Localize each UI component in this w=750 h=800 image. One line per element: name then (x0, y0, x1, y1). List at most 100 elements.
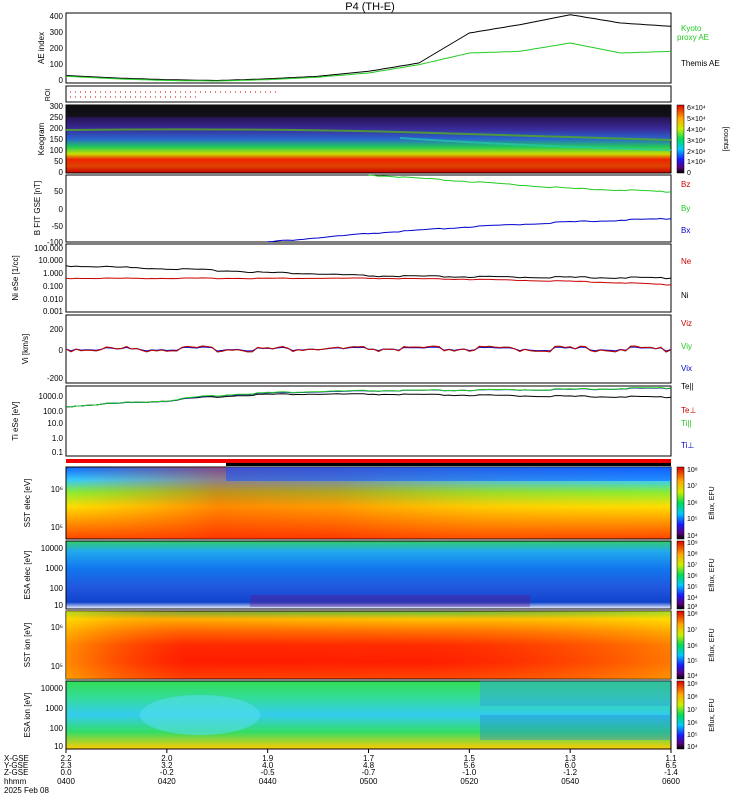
mode-bar-secondary (226, 463, 671, 466)
keogram-tick: 150 (50, 135, 64, 144)
ae-tick: 300 (50, 28, 64, 37)
row-label-zgse: Z-GSE (4, 768, 28, 777)
row-label-xgse: X-GSE (4, 754, 29, 763)
density-ni-line (65, 265, 672, 280)
sst-elec-cbar-tick: 10⁷ (687, 483, 698, 490)
ygse-value: 6.0 (565, 761, 577, 770)
esa-elec-cbar-tick: 10⁴ (687, 595, 698, 602)
esa-elec-cbar-tick: 10⁸ (687, 551, 698, 558)
xgse-value: 2.0 (161, 754, 173, 763)
sst-elec-colorbar (676, 466, 685, 540)
ae-tick: 100 (50, 60, 64, 69)
sst-ion-cbar-tick: 10⁷ (687, 627, 698, 634)
time-tick-label: 0420 (158, 777, 176, 786)
sst-elec-tick: 10⁵ (51, 523, 63, 532)
esa-ion-cbar-tick: 10⁵ (687, 732, 698, 739)
esa-ion-cbar-tick: 10⁹ (687, 681, 698, 688)
bfield-ylabel: B FIT GSE [nT] (33, 181, 42, 236)
esa-ion-cbar-tick: 10⁶ (687, 720, 698, 727)
sst-ion-cbar-tick: 10⁸ (687, 611, 698, 618)
esa-ion-panel: ESA ion [eV] 10000 1000 100 10 10⁹ 10⁸ 1… (23, 680, 716, 751)
temperature-panel: Ti eSe [eV] 1000.0 100.0 10.0 1.0 0.1 Te… (11, 382, 696, 457)
esa-elec-cbar-tick: 10⁶ (687, 573, 698, 580)
zgse-value: 0.0 (60, 768, 72, 777)
ae-legend-kyoto: Kyoto (681, 24, 702, 33)
density-legend-ni: Ni (681, 291, 689, 300)
esa-elec-panel: ESA elec [eV] 10000 1000 100 10 10⁹ 10⁸ … (23, 540, 716, 611)
time-tick-label: 0600 (662, 777, 680, 786)
density-tick: 10.000 (39, 256, 64, 265)
sst-elec-panel: SST elec [eV] 10⁶ 10⁵ 10⁸ 10⁷ 10⁶ 10⁵ 10… (23, 466, 716, 540)
esa-elec-colorbar (676, 540, 685, 610)
keogram-cbar-tick: 1×10⁴ (687, 159, 706, 166)
esa-elec-tick: 10000 (41, 544, 64, 553)
zgse-value: -0.7 (362, 768, 376, 777)
keogram-cbar-tick: 3×10⁴ (687, 138, 706, 145)
bfield-by-line (368, 174, 672, 193)
time-tick-label: 0440 (259, 777, 277, 786)
keogram-tick: 0 (59, 168, 64, 177)
zgse-value: -0.5 (261, 768, 275, 777)
sst-ion-cbar-label: Eflux, EFU (709, 628, 716, 661)
sst-ion-cbar-tick: 10⁴ (687, 673, 698, 680)
ygse-value: 5.6 (464, 761, 476, 770)
zgse-value: -1.4 (664, 768, 678, 777)
row-label-date: 2025 Feb 08 (4, 786, 49, 795)
xgse-value: 1.3 (565, 754, 577, 763)
time-tick-label: 0400 (57, 777, 75, 786)
velocity-tick: -200 (47, 374, 64, 383)
velocity-tick: 0 (59, 346, 64, 355)
density-tick: 100.000 (34, 244, 63, 253)
keogram-ylabel: Keogram (37, 122, 46, 155)
sst-ion-cbar-tick: 10⁵ (687, 658, 698, 665)
row-label-hhmm: hhmm (4, 777, 27, 786)
esa-ion-ylabel: ESA ion [eV] (23, 693, 32, 738)
sst-elec-tick: 10⁶ (51, 485, 63, 494)
bfield-legend-by: By (681, 204, 690, 213)
esa-ion-tick: 10 (54, 742, 63, 751)
esa-ion-tick: 1000 (45, 704, 63, 713)
ae-legend-themis: Themis AE (681, 59, 720, 68)
bfield-panel: B FIT GSE [nT] 50 0 -50 -100 Bz By Bx (33, 174, 690, 247)
sst-elec-ylabel: SST elec [eV] (23, 479, 32, 528)
esa-elec-cbar-tick: 10⁷ (687, 562, 698, 569)
esa-elec-cbar-label: Eflux, EFU (709, 558, 716, 591)
esa-ion-cbar-label: Eflux, EFU (709, 698, 716, 731)
ygse-value: 4.0 (262, 761, 274, 770)
density-legend-ne: Ne (681, 257, 692, 266)
temperature-tick: 10.0 (47, 419, 63, 428)
density-panel: Ni eSe [1/cc] 100.000 10.000 1.000 0.100… (11, 243, 692, 316)
esa-ion-cbar-tick: 10⁷ (687, 707, 698, 714)
keogram-cbar-tick: 6×10⁴ (687, 105, 706, 112)
sst-ion-colorbar (676, 610, 685, 680)
keogram-tick: 300 (50, 102, 64, 111)
velocity-ylabel: Vi [km/s] (21, 334, 30, 365)
zgse-value: -1.0 (462, 768, 476, 777)
ygse-value: 4.8 (363, 761, 375, 770)
ae-panel: AE index 400 300 200 100 0 Kyoto proxy A… (37, 12, 720, 85)
esa-elec-cbar-tick: 10³ (687, 604, 698, 611)
keogram-cbar-tick: 2×10⁴ (687, 149, 706, 156)
bfield-tick: -100 (47, 238, 64, 247)
sst-elec-cbar-tick: 10⁴ (687, 533, 698, 540)
bfield-tick: 50 (54, 187, 63, 196)
xgse-value: 1.5 (464, 754, 476, 763)
velocity-viz-line (65, 345, 672, 353)
sst-elec-cbar-tick: 10⁸ (687, 467, 698, 474)
keogram-tick: 250 (50, 113, 64, 122)
keogram-cbar-tick: 5×10⁴ (687, 116, 706, 123)
ae-kyoto-line (65, 42, 672, 82)
sst-ion-tick: 10⁵ (51, 662, 63, 671)
keogram-tick: 200 (50, 124, 64, 133)
bfield-tick: -50 (51, 222, 63, 231)
sst-ion-tick: 10⁶ (51, 623, 63, 632)
roi-panel: ROI (45, 85, 672, 103)
density-tick: 0.100 (43, 282, 64, 291)
row-label-ygse: Y-GSE (4, 761, 28, 770)
ygse-value: 6.5 (665, 761, 677, 770)
ae-tick: 200 (50, 44, 64, 53)
velocity-panel: Vi [km/s] 200 0 -200 Viz Viy Vix (21, 314, 692, 384)
keogram-tick: 100 (50, 146, 64, 155)
velocity-legend-viy: Viy (681, 342, 692, 351)
